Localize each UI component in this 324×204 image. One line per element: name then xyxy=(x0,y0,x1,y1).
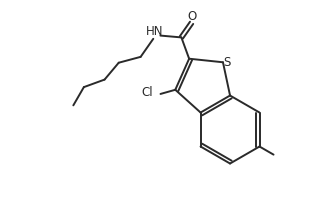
Text: S: S xyxy=(224,56,231,69)
Text: HN: HN xyxy=(146,25,163,38)
Text: O: O xyxy=(187,10,196,23)
Text: Cl: Cl xyxy=(142,86,153,100)
